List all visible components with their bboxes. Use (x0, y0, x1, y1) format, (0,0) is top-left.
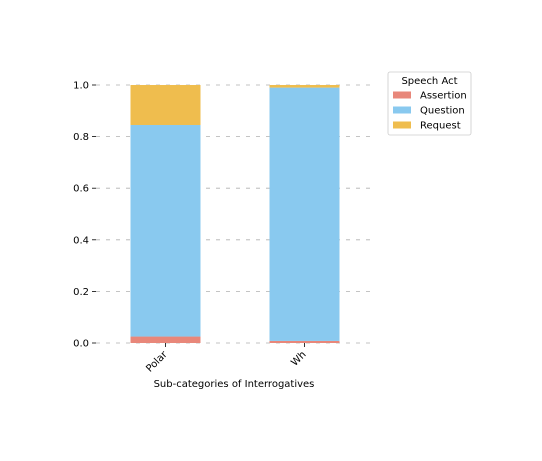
legend-label-question: Question (420, 106, 465, 117)
y-tick-label-3: 0.6 (73, 184, 89, 195)
x-axis-title: Sub-categories of Interrogatives (154, 379, 315, 390)
legend-label-request: Request (420, 121, 461, 132)
y-tick-label-0: 0.0 (73, 339, 89, 350)
legend-items: Assertion Question Request (393, 91, 467, 132)
x-axis: Polar Wh (144, 343, 309, 375)
x-tick-label-wh: Wh (289, 349, 308, 368)
bar-wh-assertion (269, 340, 340, 343)
legend: Speech Act Assertion Question Request (387, 71, 472, 136)
y-tick-label-4: 0.8 (73, 132, 89, 143)
x-tick-label-polar: Polar (144, 349, 170, 375)
bar-polar-request (130, 85, 201, 125)
y-tick-label-5: 1.0 (73, 81, 89, 92)
bars (130, 85, 340, 343)
y-tick-label-1: 0.2 (73, 287, 89, 298)
bar-polar-assertion (130, 336, 201, 343)
legend-swatch-question (393, 106, 411, 114)
legend-title: Speech Act (401, 76, 457, 87)
legend-swatch-request (393, 121, 411, 129)
bar-wh-question (269, 87, 340, 341)
y-tick-label-2: 0.4 (73, 235, 89, 246)
bar-polar-question (130, 124, 201, 337)
y-axis: 0.0 0.2 0.4 0.6 0.8 1.0 (73, 81, 96, 350)
legend-frame (387, 71, 472, 136)
bar-wh-request (269, 85, 340, 88)
legend-swatch-assertion (393, 91, 411, 99)
legend-label-assertion: Assertion (420, 91, 467, 102)
